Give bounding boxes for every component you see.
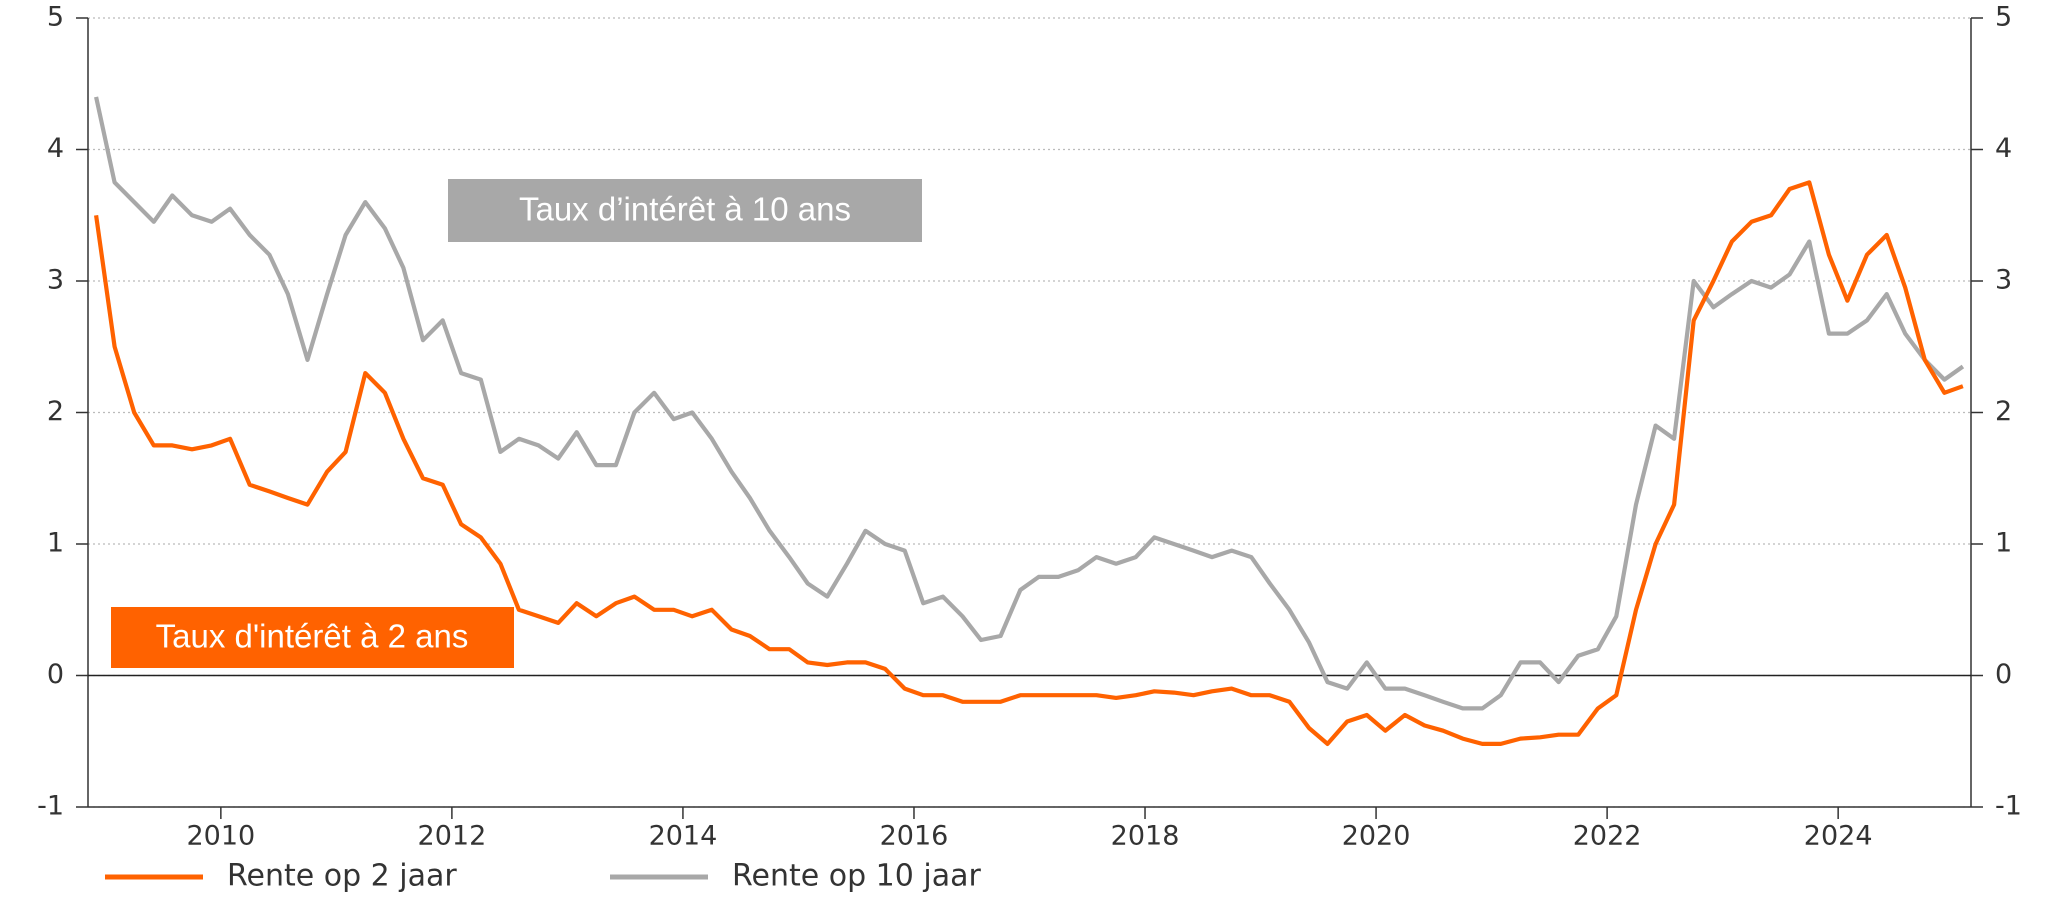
x-tick-label: 2012: [418, 821, 487, 852]
line: [94, 96, 1965, 711]
line: [94, 180, 1964, 746]
x-tick-label: 2016: [880, 821, 949, 852]
y2-tick-label: 1: [1995, 528, 2012, 559]
y2-tick-label: 3: [1995, 265, 2012, 296]
y-tick-label: 4: [47, 133, 64, 164]
y-tick-label: 1: [47, 528, 64, 559]
y2-tick-label: 2: [1995, 396, 2012, 427]
y2-tick-label: 5: [1995, 2, 2012, 33]
legend-label: Rente op 2 jaar: [227, 859, 457, 894]
y-tick-label: 0: [47, 659, 64, 690]
legend-label: Rente op 10 jaar: [732, 859, 981, 894]
y-tick-label: 3: [47, 265, 64, 296]
y2-tick-label: -1: [1995, 791, 2022, 822]
annotation-box: [448, 179, 922, 242]
x-tick-label: 2018: [1111, 821, 1180, 852]
x-tick-label: 2024: [1804, 821, 1873, 852]
x-tick-label: 2022: [1573, 821, 1642, 852]
y-tick-label: 5: [47, 2, 64, 33]
y-tick-label: 2: [47, 396, 64, 427]
y2-tick-label: 4: [1995, 133, 2012, 164]
annotation: Taux d’intérêt à 10 ans: [519, 191, 851, 228]
x-tick-label: 2010: [186, 821, 255, 852]
annotation: Taux d'intérêt à 2 ans: [156, 618, 469, 655]
x-tick-label: 2020: [1342, 821, 1411, 852]
y-tick-label: -1: [37, 791, 64, 822]
y2-tick-label: 0: [1995, 659, 2012, 690]
x-tick-label: 2014: [649, 821, 718, 852]
annotation-box: [111, 607, 514, 668]
